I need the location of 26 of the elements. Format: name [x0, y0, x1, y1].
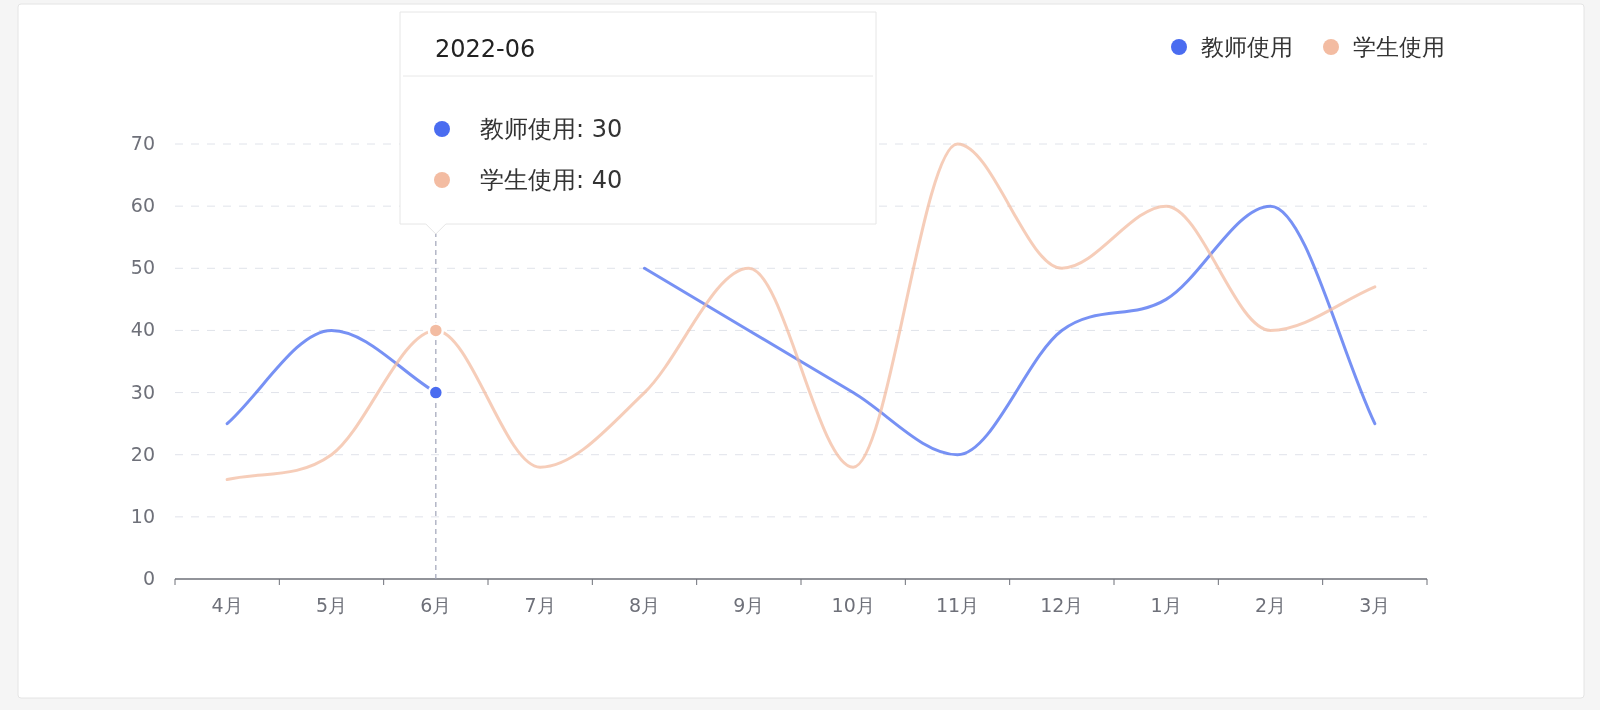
- text: 2022-06: [435, 35, 536, 63]
- x-tick-label: 5月: [315, 594, 348, 616]
- legend-label: 学生使用: [1353, 34, 1445, 60]
- y-tick-label: 20: [130, 442, 155, 465]
- annotation: 学生使用: 40: [480, 166, 623, 194]
- y-tick-label: 40: [130, 318, 155, 341]
- x-tick-label: 4月: [211, 594, 243, 616]
- x-tick-label: 11月: [935, 594, 980, 616]
- y-tick-label: 0: [142, 567, 155, 589]
- y-tick-label: 60: [130, 194, 155, 217]
- x-tick-label: 2月: [1254, 594, 1287, 616]
- line-series: [225, 142, 1377, 482]
- y-tick-label: 70: [130, 132, 155, 154]
- legend-label: 教师使用: [1201, 34, 1293, 60]
- y-tick-label: 30: [130, 380, 155, 403]
- y-tick-label: 50: [130, 256, 155, 279]
- x-tick-label: 9月: [733, 594, 765, 616]
- x-tick-label: 12月: [1040, 594, 1084, 616]
- x-tick-label: 7月: [524, 594, 556, 616]
- x-tick-label: 6月: [420, 594, 452, 616]
- text: 教师使用: 30: [480, 115, 623, 143]
- x-tick-label: 8月: [628, 594, 661, 616]
- x-tick-label: 1月: [1150, 594, 1182, 616]
- x-tick-label: 3月: [1359, 594, 1391, 616]
- y-tick-label: 10: [130, 504, 155, 527]
- x-tick-label: 10月: [831, 594, 875, 616]
